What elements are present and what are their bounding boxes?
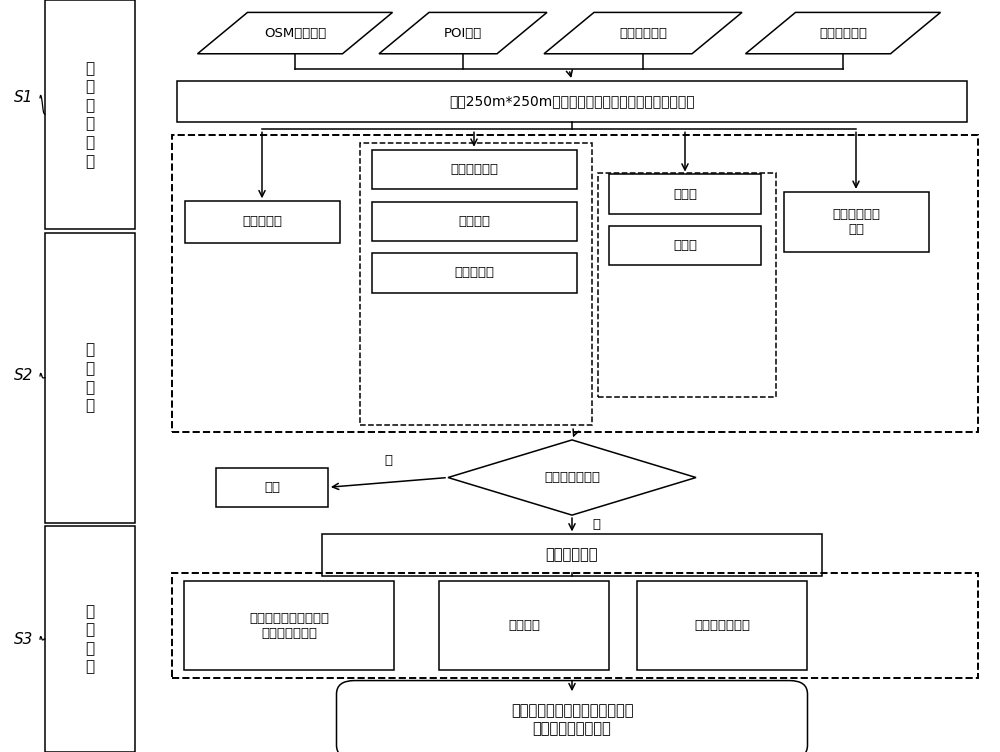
Text: 构建250m*250m的网格，以网格中心为圆心构建缓冲区: 构建250m*250m的网格，以网格中心为圆心构建缓冲区 [449, 95, 695, 108]
FancyBboxPatch shape [45, 526, 135, 752]
Text: 绿视率: 绿视率 [673, 187, 697, 201]
FancyBboxPatch shape [372, 150, 576, 189]
Text: POI数据: POI数据 [444, 26, 482, 40]
Text: OSM道路数据: OSM道路数据 [264, 26, 326, 40]
Text: 绘制部分依赖图: 绘制部分依赖图 [694, 619, 750, 632]
Text: 设施密度: 设施密度 [458, 214, 490, 228]
Text: 交叉口密度: 交叉口密度 [242, 215, 282, 229]
FancyBboxPatch shape [322, 534, 822, 576]
FancyBboxPatch shape [609, 226, 761, 265]
Text: S3: S3 [14, 632, 34, 647]
Text: S1: S1 [14, 90, 34, 105]
Text: 随机森林模型: 随机森林模型 [546, 547, 598, 562]
Text: 剔除: 剔除 [264, 481, 280, 494]
Text: 共享单车数据: 共享单车数据 [819, 26, 867, 40]
FancyBboxPatch shape [637, 581, 807, 670]
Polygon shape [448, 440, 696, 515]
FancyBboxPatch shape [439, 581, 609, 670]
Text: 否: 否 [592, 518, 600, 531]
Text: 天空率: 天空率 [673, 239, 697, 253]
Polygon shape [379, 13, 547, 54]
FancyBboxPatch shape [216, 468, 328, 507]
Text: 训练共享单车出行频率
的随机森林模型: 训练共享单车出行频率 的随机森林模型 [249, 611, 329, 640]
Text: 阈
值
效
应: 阈 值 效 应 [85, 604, 95, 675]
Polygon shape [197, 13, 392, 54]
Text: 功能混合度: 功能混合度 [454, 266, 494, 280]
Polygon shape [544, 13, 742, 54]
Text: S2: S2 [14, 368, 34, 384]
Text: 参数调优: 参数调优 [508, 619, 540, 632]
FancyBboxPatch shape [45, 0, 135, 229]
Text: 交通站点密度: 交通站点密度 [450, 162, 498, 176]
Text: 共享单车出行
频率: 共享单车出行 频率 [832, 208, 880, 236]
Text: 指
标
体
系: 指 标 体 系 [85, 342, 95, 414]
FancyBboxPatch shape [609, 174, 761, 214]
Polygon shape [745, 13, 940, 54]
FancyBboxPatch shape [177, 80, 967, 122]
Text: 影响共享单车出行频率的建成环
境因素及其阈值效应: 影响共享单车出行频率的建成环 境因素及其阈值效应 [511, 703, 633, 736]
Text: 多重共线性检验: 多重共线性检验 [544, 471, 600, 484]
FancyBboxPatch shape [372, 202, 576, 241]
FancyBboxPatch shape [784, 192, 928, 252]
FancyBboxPatch shape [184, 201, 340, 242]
Text: 数
据
采
集
处
理: 数 据 采 集 处 理 [85, 61, 95, 168]
FancyBboxPatch shape [184, 581, 394, 670]
FancyBboxPatch shape [45, 233, 135, 523]
Text: 街景图像数据: 街景图像数据 [619, 26, 667, 40]
Text: 是: 是 [384, 454, 392, 468]
FancyBboxPatch shape [372, 253, 576, 293]
FancyBboxPatch shape [336, 681, 807, 752]
